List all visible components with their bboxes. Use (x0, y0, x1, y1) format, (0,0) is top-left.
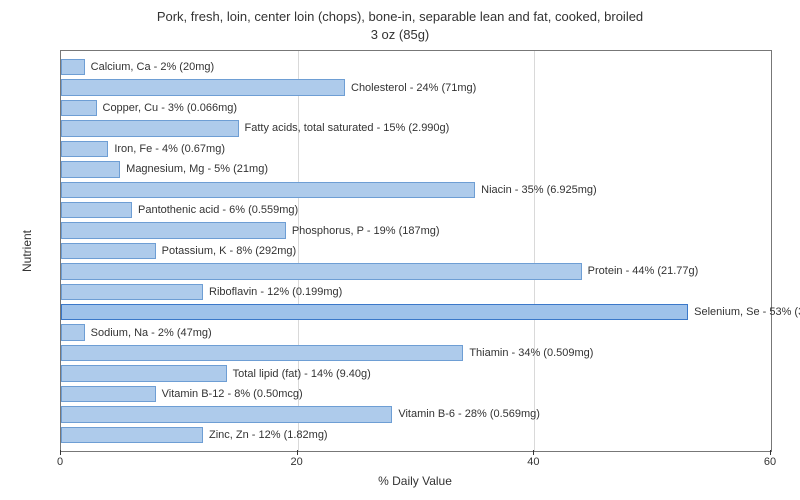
x-tick-label: 20 (291, 456, 303, 468)
nutrient-bar-label: Pantothenic acid - 6% (0.559mg) (138, 204, 298, 216)
x-tick-label: 0 (57, 456, 63, 468)
nutrient-bar (61, 304, 688, 320)
nutrient-bar-label: Magnesium, Mg - 5% (21mg) (126, 163, 268, 175)
nutrient-bar-label: Thiamin - 34% (0.509mg) (469, 347, 593, 359)
x-tick-label: 60 (764, 456, 776, 468)
nutrient-bar-label: Phosphorus, P - 19% (187mg) (292, 225, 440, 237)
nutrient-bar-label: Iron, Fe - 4% (0.67mg) (114, 143, 225, 155)
x-tick-label: 40 (527, 456, 539, 468)
x-tick-mark (297, 450, 298, 455)
nutrient-bar (61, 182, 475, 198)
nutrient-bar (61, 365, 227, 381)
x-tick-mark (770, 450, 771, 455)
nutrient-bar (61, 406, 392, 422)
nutrient-bar-label: Fatty acids, total saturated - 15% (2.99… (245, 122, 450, 134)
nutrient-bar-label: Copper, Cu - 3% (0.066mg) (103, 102, 238, 114)
nutrient-bar-label: Protein - 44% (21.77g) (588, 265, 699, 277)
nutrient-bar-label: Potassium, K - 8% (292mg) (162, 245, 297, 257)
nutrient-bar-label: Selenium, Se - 53% (37.1mcg) (694, 306, 800, 318)
gridline (534, 51, 535, 451)
nutrient-bar (61, 386, 156, 402)
chart-title-line2: 3 oz (85g) (371, 27, 430, 42)
nutrient-bar-label: Niacin - 35% (6.925mg) (481, 184, 597, 196)
plot-area: Calcium, Ca - 2% (20mg) Cholesterol - 24%… (60, 50, 772, 452)
nutrient-bar (61, 427, 203, 443)
nutrient-bar-chart: Pork, fresh, loin, center loin (chops), … (0, 0, 800, 500)
nutrient-bar (61, 141, 108, 157)
nutrient-bar-label: Sodium, Na - 2% (47mg) (91, 327, 212, 339)
nutrient-bar (61, 161, 120, 177)
nutrient-bar-label: Vitamin B-6 - 28% (0.569mg) (398, 408, 540, 420)
nutrient-bar-label: Total lipid (fat) - 14% (9.40g) (233, 368, 371, 380)
nutrient-bar (61, 120, 239, 136)
nutrient-bar (61, 202, 132, 218)
nutrient-bar (61, 222, 286, 238)
nutrient-bar-label: Calcium, Ca - 2% (20mg) (91, 61, 214, 73)
nutrient-bar (61, 345, 463, 361)
nutrient-bar (61, 324, 85, 340)
nutrient-bar-label: Zinc, Zn - 12% (1.82mg) (209, 429, 328, 441)
nutrient-bar-label: Riboflavin - 12% (0.199mg) (209, 286, 342, 298)
x-axis-label: % Daily Value (378, 474, 452, 488)
y-axis-label: Nutrient (20, 230, 34, 272)
nutrient-bar (61, 79, 345, 95)
chart-title-line1: Pork, fresh, loin, center loin (chops), … (157, 9, 643, 24)
x-tick-mark (60, 450, 61, 455)
nutrient-bar-label: Cholesterol - 24% (71mg) (351, 82, 476, 94)
nutrient-bar (61, 243, 156, 259)
nutrient-bar (61, 284, 203, 300)
nutrient-bar (61, 263, 582, 279)
chart-title: Pork, fresh, loin, center loin (chops), … (0, 8, 800, 43)
nutrient-bar (61, 100, 97, 116)
x-tick-mark (533, 450, 534, 455)
nutrient-bar (61, 59, 85, 75)
nutrient-bar-label: Vitamin B-12 - 8% (0.50mcg) (162, 388, 303, 400)
